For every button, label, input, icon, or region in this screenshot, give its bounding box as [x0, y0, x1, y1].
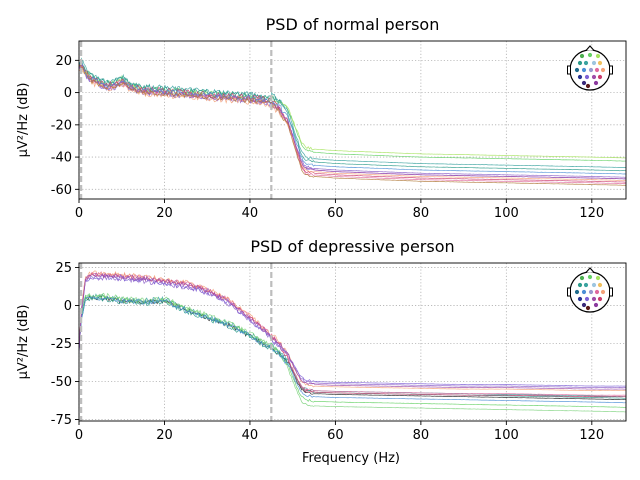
psd-series-line	[79, 64, 626, 178]
psd-series-line	[79, 270, 626, 392]
x-tick-label: 60	[327, 206, 344, 221]
sensor-dot	[577, 282, 583, 288]
psd-series-line	[79, 57, 626, 172]
sensor-dot	[591, 60, 597, 66]
sensor-dot	[577, 296, 583, 302]
psd-series-group	[79, 270, 626, 413]
psd-series-line	[79, 59, 626, 168]
sensor-layout-head-icon	[567, 45, 613, 91]
x-tick-label: 80	[413, 428, 430, 443]
y-tick-label: -20	[51, 118, 72, 133]
sensor-dot	[595, 53, 601, 59]
plot-title: PSD of normal person	[266, 15, 440, 34]
y-axis-label: µV²/Hz (dB)	[16, 305, 31, 380]
sensor-dot	[595, 275, 601, 281]
sensor-dot	[584, 74, 590, 80]
psd-series-line	[79, 63, 626, 180]
psd-series-line	[79, 292, 626, 413]
sensor-dot	[579, 275, 585, 281]
x-tick-label: 0	[75, 206, 83, 221]
plot-title: PSD of depressive person	[250, 237, 454, 256]
psd-series-line	[79, 296, 626, 404]
x-tick-label: 100	[494, 428, 519, 443]
sensor-layout-head-icon	[567, 267, 613, 313]
sensor-dot	[579, 53, 585, 59]
sensor-dot	[594, 289, 600, 295]
psd-series-line	[79, 296, 626, 399]
normal-person-psd-plot: 0 20 40 60 80 100 120 20 0 -20 -40 -60 PSD of normal…	[16, 15, 627, 221]
sensor-dot	[577, 60, 583, 66]
y-tick-label: 25	[55, 261, 72, 276]
sensor-dot	[585, 305, 591, 311]
sensor-dot	[583, 282, 589, 288]
y-tick-label: 0	[64, 299, 72, 314]
plot-frame	[78, 262, 627, 422]
sensor-dot	[588, 67, 594, 73]
sensor-dot	[597, 296, 603, 302]
sensor-dot	[597, 74, 603, 80]
x-tick-label: 80	[413, 206, 430, 221]
sensor-dot	[577, 74, 583, 80]
psd-series-line	[79, 294, 626, 408]
sensor-dot	[585, 83, 591, 89]
sensor-dot	[581, 289, 587, 295]
sensor-dot	[594, 67, 600, 73]
x-tick-label: 20	[156, 428, 173, 443]
psd-series-line	[79, 63, 626, 183]
psd-series-line	[79, 272, 626, 398]
x-tick-label: 100	[494, 206, 519, 221]
psd-series-line	[79, 63, 626, 186]
sensor-dot	[600, 289, 606, 295]
x-tick-label: 0	[75, 428, 83, 443]
psd-series-line	[79, 271, 626, 396]
x-tick-label: 40	[242, 206, 259, 221]
sensor-dot	[593, 302, 599, 308]
x-tick-label: 20	[156, 206, 173, 221]
figure-x-axis-label: Frequency (Hz)	[302, 451, 400, 466]
sensor-dot	[574, 289, 580, 295]
x-tick-label: 40	[242, 428, 259, 443]
sensor-dot	[591, 282, 597, 288]
sensor-dot	[591, 296, 597, 302]
sensor-dot	[574, 67, 580, 73]
psd-series-line	[79, 61, 626, 162]
sensor-dot	[588, 289, 594, 295]
sensor-dot	[591, 74, 597, 80]
sensor-dot	[587, 52, 593, 58]
psd-series-line	[79, 275, 626, 389]
depressive-person-psd-plot: 0 20 40 60 80 100 120 25 0 -25 -50 -75 PSD of depres…	[16, 237, 627, 443]
y-tick-label: -40	[51, 151, 72, 166]
sensor-dot	[581, 67, 587, 73]
psd-series-line	[79, 61, 626, 175]
psd-series-group	[79, 57, 626, 186]
y-tick-label: -25	[51, 337, 72, 352]
y-axis-label: µV²/Hz (dB)	[16, 83, 31, 158]
grid-lines	[78, 263, 626, 421]
sensor-dot	[597, 282, 603, 288]
sensor-dot	[597, 60, 603, 66]
sensor-dot	[587, 274, 593, 280]
y-tick-label: -60	[51, 183, 72, 198]
y-tick-label: 20	[55, 54, 72, 69]
sensor-dot	[581, 302, 587, 308]
x-tick-label: 120	[579, 206, 604, 221]
psd-series-line	[79, 66, 626, 181]
psd-series-line	[79, 272, 626, 390]
y-tick-label: -50	[51, 375, 72, 390]
sensor-dot	[593, 80, 599, 86]
sensor-dot	[583, 60, 589, 66]
y-tick-label: -75	[51, 413, 72, 428]
psd-series-line	[79, 274, 626, 387]
psd-series-line	[79, 61, 626, 159]
x-tick-label: 60	[327, 428, 344, 443]
plot-frame	[78, 40, 627, 200]
sensor-dot	[584, 296, 590, 302]
y-tick-label: 0	[64, 86, 72, 101]
sensor-dot	[600, 67, 606, 73]
x-tick-label: 120	[579, 428, 604, 443]
psd-series-line	[79, 61, 626, 180]
sensor-dot	[581, 80, 587, 86]
